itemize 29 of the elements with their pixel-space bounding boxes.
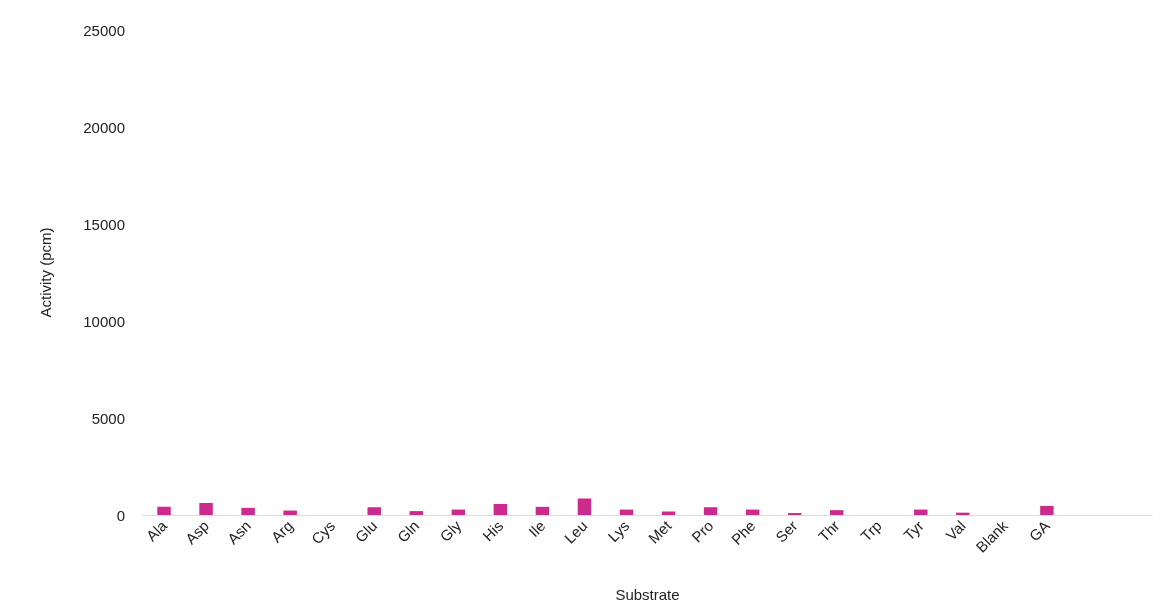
x-tick-label: Tyr <box>900 516 927 544</box>
x-tick-label: GA <box>1025 516 1053 545</box>
x-tick-label: His <box>479 516 507 545</box>
x-tick-label: Ala <box>142 516 171 545</box>
x-tick-label: Trp <box>857 516 885 545</box>
x-tick-label: Thr <box>814 516 843 545</box>
y-axis-title: Activity (pcm) <box>37 227 54 318</box>
y-tick-label: 25000 <box>83 21 125 39</box>
x-tick-label: Cys <box>307 516 339 548</box>
x-tick-label: Ser <box>772 516 801 546</box>
x-tick-label: Val <box>942 516 969 544</box>
x-tick-label: Asn <box>223 516 255 548</box>
y-tick-label: 20000 <box>83 118 125 136</box>
y-tick-label: 15000 <box>83 215 125 233</box>
x-tick-label: Ile <box>525 516 549 541</box>
x-tick-label: Phe <box>727 516 759 548</box>
x-tick-label: Glu <box>351 516 381 546</box>
x-tick-label: Leu <box>560 516 591 547</box>
x-tick-label: Met <box>644 516 676 547</box>
x-tick-label: Arg <box>267 516 297 546</box>
x-axis-title: Substrate <box>615 586 680 603</box>
y-tick-label: 5000 <box>91 409 125 427</box>
x-tick-label: Gln <box>393 516 423 546</box>
y-tick-label: 0 <box>116 506 125 524</box>
x-tick-label: Pro <box>688 516 717 546</box>
x-tick-label: Gly <box>436 516 465 545</box>
x-tick-label: Lys <box>604 516 633 546</box>
x-tick-label: Asp <box>181 516 213 548</box>
y-tick-label: 10000 <box>83 312 125 330</box>
